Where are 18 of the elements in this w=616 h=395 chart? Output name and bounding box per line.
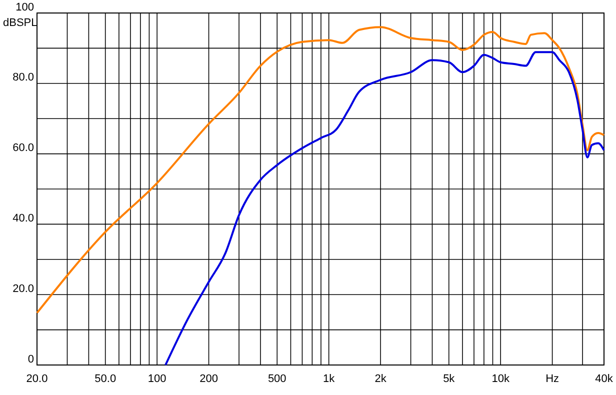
- y-tick-label: 0: [28, 353, 34, 366]
- y-tick-label: 60.0: [12, 142, 34, 154]
- x-tick-label: 5k: [443, 372, 456, 385]
- x-tick-label: 20.0: [26, 372, 48, 385]
- x-tick-label: 2k: [374, 372, 387, 385]
- x-tick-label: 100: [148, 372, 166, 385]
- x-tick-label: 500: [268, 372, 286, 385]
- y-tick-label: 20.0: [12, 282, 34, 295]
- y-axis-title: dBSPL: [3, 17, 38, 29]
- x-tick-label: Hz: [546, 372, 560, 385]
- x-tick-label: 50.0: [94, 372, 116, 385]
- x-tick-label: 10k: [492, 372, 510, 385]
- y-tick-label: 100: [16, 1, 34, 14]
- x-tick-label: 40k: [595, 372, 614, 385]
- x-tick-label: 200: [200, 372, 218, 385]
- y-tick-label: 80.0: [12, 72, 34, 84]
- y-tick-label: 40.0: [12, 212, 34, 224]
- x-tick-label: 1k: [323, 372, 336, 385]
